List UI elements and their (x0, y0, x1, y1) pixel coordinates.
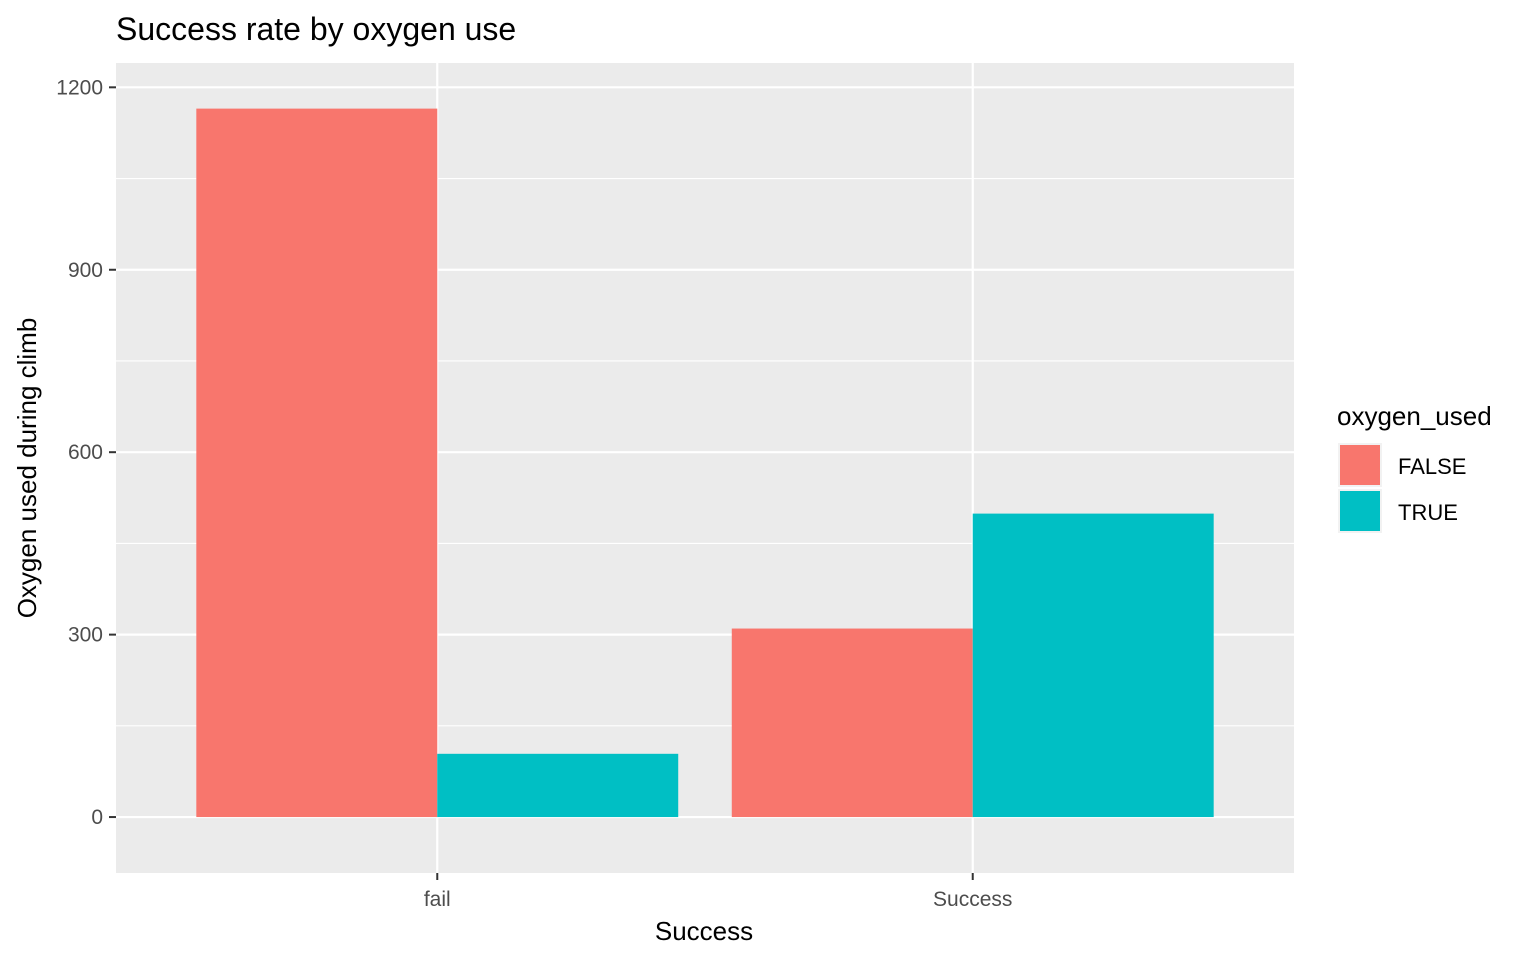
bar-false-fail (196, 108, 438, 818)
x-axis-title: Success (655, 916, 753, 946)
x-tick-label: Success (933, 888, 1012, 911)
legend-title: oxygen_used (1337, 401, 1492, 431)
legend-swatch-false (1340, 445, 1380, 485)
legend-items: FALSE TRUE (1338, 443, 1466, 533)
bars (196, 108, 1214, 818)
y-axis: 0 300 600 900 1200 (56, 76, 116, 829)
y-tick-label: 1200 (56, 76, 103, 99)
bar-true-fail (437, 753, 679, 818)
x-axis: fail Success (424, 873, 1012, 911)
legend-label: FALSE (1398, 454, 1466, 479)
y-tick-label: 0 (91, 806, 103, 829)
chart-title: Success rate by oxygen use (116, 11, 516, 47)
legend: oxygen_used FALSE TRUE (1337, 401, 1492, 533)
y-tick-label: 300 (68, 624, 103, 647)
y-axis-title: Oxygen used during climb (12, 318, 42, 619)
bar-true-success (972, 513, 1214, 818)
legend-label: TRUE (1398, 500, 1458, 525)
legend-swatch-true (1340, 491, 1380, 531)
bar-false-success (731, 628, 973, 818)
x-tick-label: fail (424, 888, 451, 911)
y-tick-label: 900 (68, 259, 103, 282)
y-tick-label: 600 (68, 441, 103, 464)
